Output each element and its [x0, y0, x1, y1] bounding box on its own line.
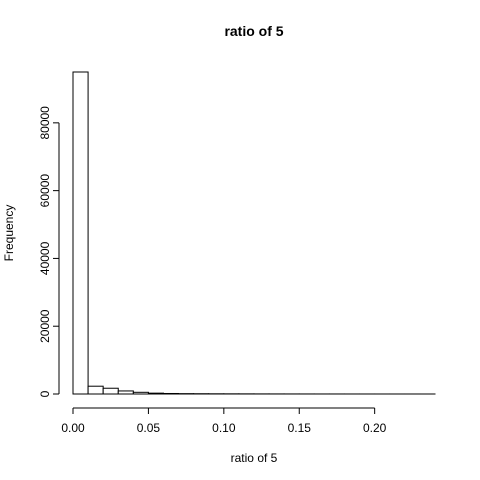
- x-tick-label: 0.10: [212, 421, 236, 435]
- bar: [163, 392, 180, 395]
- y-tick-label: 40000: [38, 241, 52, 275]
- x-tick-label: 0.05: [137, 421, 161, 435]
- bar: [147, 392, 165, 395]
- bar: [102, 387, 119, 395]
- bar: [117, 390, 134, 395]
- bar: [72, 71, 89, 395]
- x-axis-label: ratio of 5: [231, 451, 278, 465]
- y-axis-label: Frequency: [2, 205, 16, 262]
- chart-title: ratio of 5: [224, 23, 283, 39]
- y-tick-label: 0: [38, 390, 52, 397]
- y-tick-label: 80000: [38, 106, 52, 140]
- bar: [87, 385, 104, 395]
- x-tick-label: 0.00: [61, 421, 85, 435]
- bar: [132, 391, 149, 395]
- x-tick-label: 0.15: [288, 421, 312, 435]
- y-tick-label: 20000: [38, 309, 52, 343]
- y-tick-label: 60000: [38, 174, 52, 208]
- x-tick-label: 0.20: [363, 421, 387, 435]
